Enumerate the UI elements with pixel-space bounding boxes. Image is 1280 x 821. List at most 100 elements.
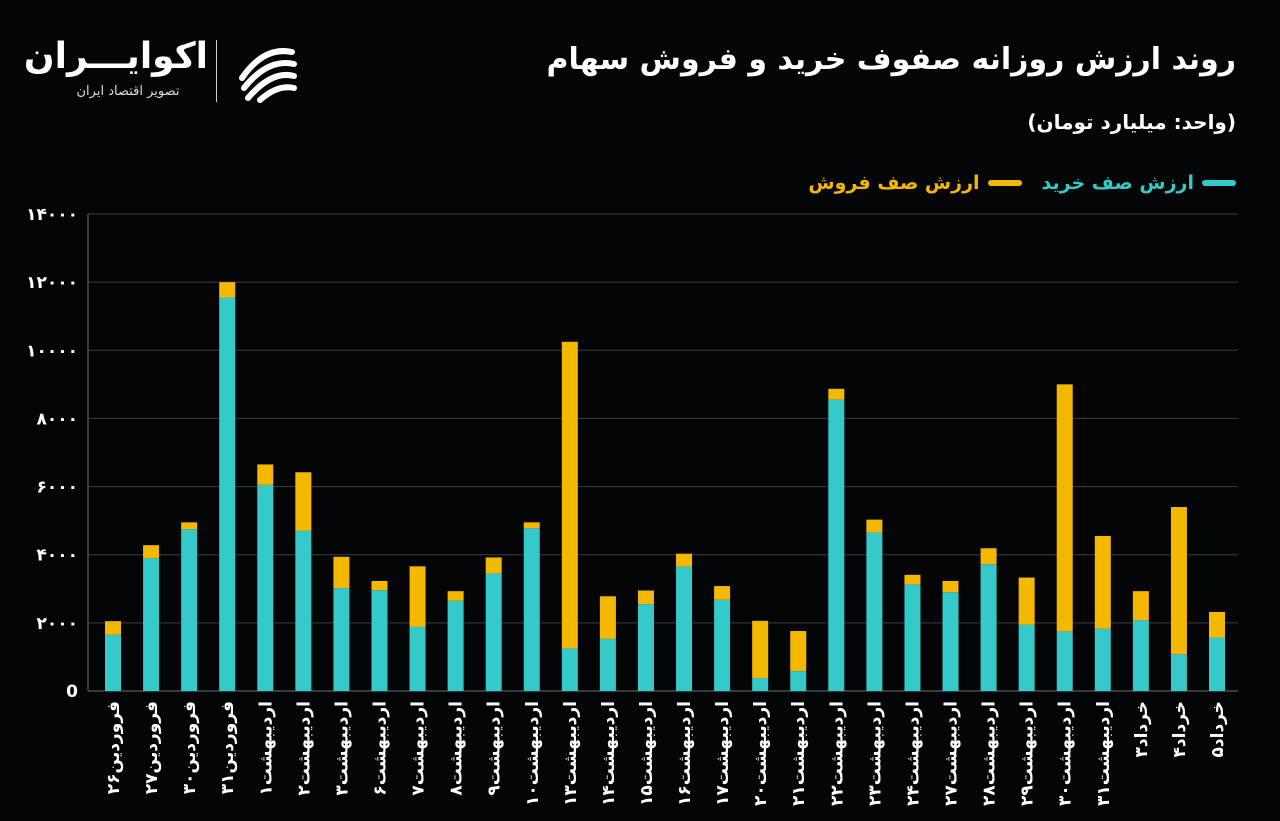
bar-sell: [980, 548, 997, 565]
bar-sell: [942, 580, 959, 593]
bar-buy: [1209, 637, 1225, 691]
bar-buy: [371, 590, 388, 691]
bar-buy: [828, 399, 845, 691]
x-tick-label: ۶اردیبهشت: [370, 701, 390, 796]
bar-buy: [866, 532, 883, 691]
x-tick-label: ۱۰اردیبهشت: [523, 701, 543, 806]
bar-buy: [1094, 628, 1111, 691]
x-tick-label: ۱۶اردیبهشت: [675, 701, 695, 806]
legend-label-sell: ارزش صف فروش: [808, 172, 980, 194]
bar-buy: [1056, 631, 1073, 691]
bar-sell: [333, 556, 350, 589]
chart-title: روند ارزش روزانه صفوف خرید و فروش سهام: [546, 42, 1236, 77]
bar-buy: [1170, 654, 1187, 691]
bar-sell: [1170, 507, 1187, 655]
bar-sell: [1094, 535, 1111, 629]
bar-sell: [1056, 384, 1073, 632]
x-tick-label: ۲۹اردیبهشت: [1018, 701, 1038, 806]
y-tick-label: ۲۰۰۰: [36, 614, 78, 634]
bar-buy: [980, 564, 997, 691]
x-tick-label: ۳خرداد: [1132, 701, 1152, 758]
x-tick-label: ۷اردیبهشت: [409, 701, 429, 796]
legend-swatch-sell: [987, 180, 1022, 186]
x-tick-label: ۹اردیبهشت: [485, 701, 505, 796]
bar-buy: [637, 604, 654, 691]
y-tick-label: ۶۰۰۰: [36, 478, 78, 498]
bar-sell: [143, 545, 160, 559]
bar-buy: [295, 530, 312, 691]
y-tick-label: ۱۰۰۰۰: [26, 341, 78, 361]
bar-sell: [637, 590, 654, 605]
logo-divider: [216, 40, 217, 102]
bar-sell: [447, 591, 464, 601]
bar-sell: [866, 519, 883, 533]
logo-name: اکوایـــران: [23, 36, 208, 77]
bar-sell: [219, 282, 236, 298]
bar-buy: [523, 528, 540, 691]
x-tick-label: ۱۷اردیبهشت: [713, 701, 733, 806]
bar-sell: [409, 566, 426, 627]
y-tick-label: 0: [66, 682, 78, 702]
bar-sell: [828, 388, 845, 400]
bar-buy: [714, 599, 731, 691]
x-tick-label: ۲۸اردیبهشت: [980, 701, 1000, 806]
bar-sell: [904, 574, 921, 585]
bar-sell: [676, 553, 693, 567]
bar-sell: [523, 522, 540, 529]
legend-item-sell: ارزش صف فروش: [808, 172, 1022, 194]
bar-sell: [181, 522, 198, 530]
bar-buy: [181, 529, 198, 691]
bar-buy: [1132, 620, 1149, 691]
x-tick-label: ۱اردیبهشت: [256, 701, 276, 796]
x-tick-label: ۳۰اردیبهشت: [1056, 701, 1076, 806]
bar-sell: [790, 631, 807, 672]
x-tick-label: ۴خرداد: [1170, 701, 1190, 758]
x-tick-label: ۳۰فروردین: [180, 701, 200, 794]
x-tick-label: ۲۳اردیبهشت: [865, 701, 885, 806]
bar-sell: [371, 580, 388, 591]
x-tick-label: ۳۱فروردین: [218, 701, 238, 794]
y-tick-label: ۱۲۰۰۰: [26, 273, 78, 293]
bar-buy: [676, 566, 693, 691]
bar-buy: [257, 484, 274, 691]
logo-tagline: تصویر اقتصاد ایران: [76, 84, 180, 99]
bar-sell: [561, 341, 578, 649]
x-tick-label: ۲اردیبهشت: [294, 701, 314, 796]
bar-sell: [1209, 611, 1225, 638]
legend-item-buy: ارزش صف خرید: [1042, 172, 1236, 194]
x-tick-label: ۲۶فروردین: [104, 701, 124, 794]
x-tick-label: ۳اردیبهشت: [332, 701, 352, 796]
x-tick-label: ۲۴اردیبهشت: [903, 701, 923, 806]
y-tick-label: ۴۰۰۰: [36, 546, 78, 566]
bar-buy: [752, 678, 769, 691]
x-tick-label: ۲۰اردیبهشت: [751, 701, 771, 806]
x-tick-label: ۸اردیبهشت: [447, 701, 467, 796]
bar-buy: [561, 648, 578, 691]
bar-sell: [752, 620, 769, 679]
bar-buy: [599, 638, 616, 691]
bar-buy: [485, 573, 502, 691]
bar-sell: [105, 621, 121, 635]
legend-label-buy: ارزش صف خرید: [1041, 172, 1194, 194]
logo-mark-icon: [239, 48, 297, 103]
bar-sell: [295, 472, 312, 531]
x-tick-label: ۵خرداد: [1208, 701, 1228, 758]
bar-sell: [714, 586, 731, 600]
x-tick-label: ۱۵اردیبهشت: [637, 701, 657, 806]
bar-buy: [1018, 624, 1035, 691]
x-tick-label: ۲۲اردیبهشت: [827, 701, 847, 806]
bar-buy: [904, 584, 921, 691]
legend-swatch-buy: [1202, 180, 1236, 186]
x-tick-label: ۲۷اردیبهشت: [942, 701, 962, 806]
x-tick-label: ۱۴اردیبهشت: [599, 701, 619, 806]
bar-sell: [257, 464, 274, 485]
legend: ارزش صف خرید ارزش صف فروش: [808, 168, 1236, 198]
bar-buy: [790, 671, 807, 691]
bar-buy: [333, 588, 350, 691]
y-tick-label: ۸۰۰۰: [36, 409, 78, 429]
bar-buy: [942, 592, 959, 691]
x-tick-label: ۱۳اردیبهشت: [561, 701, 581, 806]
bar-buy: [143, 558, 160, 691]
y-tick-label: ۱۴۰۰۰: [26, 205, 78, 225]
